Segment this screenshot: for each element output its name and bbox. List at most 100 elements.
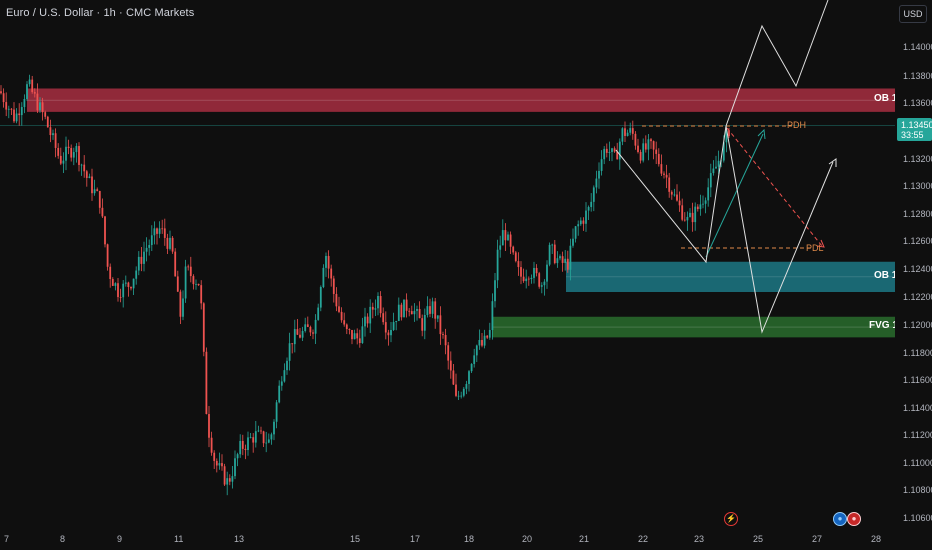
candle-body — [431, 301, 434, 314]
candle-body — [28, 79, 31, 85]
date-label: 7 — [4, 534, 10, 544]
candle-body — [332, 278, 335, 294]
green-arrowhead — [757, 128, 766, 140]
candle-body — [559, 256, 561, 259]
candle-body — [70, 148, 73, 158]
candle-body — [483, 335, 486, 346]
symbol-title[interactable]: Euro / U.S. Dollar · 1h · CMC Markets — [6, 7, 195, 19]
price-label: 1.13600 — [903, 98, 932, 108]
candle-body — [117, 283, 119, 298]
candle-body — [226, 478, 229, 485]
candle-body — [509, 234, 512, 247]
price-label: 1.12200 — [903, 292, 932, 302]
candle-body — [335, 293, 338, 307]
candle-body — [228, 478, 231, 482]
candle-body — [122, 283, 125, 298]
candle-body — [176, 276, 179, 292]
candle-body — [447, 345, 450, 361]
candle-body — [572, 238, 574, 246]
candle-body — [356, 333, 359, 339]
candle-body — [93, 189, 96, 194]
candle-body — [171, 237, 174, 252]
candle-body — [725, 130, 728, 143]
candle-body — [527, 278, 530, 280]
candle-body — [665, 174, 668, 178]
candle-body — [270, 434, 273, 440]
pdl-label: PDL — [806, 243, 824, 253]
zone-rect — [566, 261, 895, 292]
candle-body — [358, 338, 361, 344]
currency-button[interactable]: USD — [899, 5, 927, 23]
candle-body — [605, 148, 608, 153]
candle-body — [49, 127, 52, 136]
candle-body — [96, 189, 99, 191]
candle-body — [468, 371, 470, 384]
candle-body — [728, 130, 730, 137]
candle-body — [135, 270, 138, 279]
candle-body — [101, 207, 104, 217]
candle-body — [696, 206, 699, 210]
candle-body — [377, 296, 379, 309]
flag-icon-us[interactable]: ● — [847, 512, 861, 526]
candle-body — [163, 228, 166, 238]
candle-body — [150, 235, 153, 245]
candle-body — [301, 330, 304, 338]
candle-body — [161, 228, 164, 230]
candle-body — [460, 395, 463, 397]
candle-body — [395, 321, 398, 323]
candle-body — [444, 334, 447, 346]
candle-body — [600, 159, 603, 171]
candle-body — [691, 212, 694, 223]
candle-body — [499, 245, 502, 250]
candle-body — [62, 160, 65, 164]
candle-body — [286, 360, 288, 371]
candle-body — [148, 244, 151, 248]
candle-body — [470, 363, 473, 372]
candle-body — [52, 133, 54, 136]
candle-body — [174, 251, 177, 277]
price-axis[interactable]: 1.14000 1.13800 1.13600 1.13200 1.13000 1.128… — [895, 0, 932, 527]
candle-body — [535, 267, 538, 274]
price-label: 1.14000 — [903, 42, 932, 52]
candle-body — [145, 247, 148, 252]
candle-body — [200, 285, 203, 304]
chart-area[interactable] — [0, 0, 895, 527]
candle-body — [111, 278, 114, 286]
candle-body — [574, 226, 577, 239]
candle-body — [91, 176, 93, 194]
candle-body — [39, 102, 41, 111]
candle-body — [254, 431, 257, 443]
time-axis[interactable] — [0, 527, 895, 550]
candle-body — [57, 147, 60, 156]
candle-body — [143, 251, 145, 264]
date-label: 11 — [174, 534, 184, 544]
candle-body — [18, 113, 21, 116]
candle-body — [722, 142, 725, 161]
candle-body — [260, 430, 262, 432]
candle-body — [403, 299, 405, 318]
price-label: 1.12600 — [903, 236, 932, 246]
candle-body — [473, 355, 476, 364]
candle-body — [676, 194, 678, 201]
candle-body — [652, 141, 655, 150]
zone-label: OB 1H — [874, 269, 905, 281]
candle-body — [54, 133, 57, 148]
candle-body — [197, 283, 200, 286]
candle-body — [639, 151, 642, 161]
candle-body — [33, 92, 36, 94]
date-label: 20 — [522, 534, 533, 544]
candle-body — [109, 266, 112, 279]
candle-body — [361, 326, 364, 344]
flag-icon-eu[interactable]: ● — [833, 512, 847, 526]
date-label: 15 — [350, 534, 361, 544]
candle-body — [67, 146, 70, 149]
candle-body — [244, 448, 247, 451]
candle-body — [434, 301, 437, 319]
candle-body — [293, 329, 296, 345]
candle-body — [702, 203, 704, 205]
price-chart[interactable] — [0, 0, 895, 527]
candle-body — [611, 148, 613, 152]
candle-body — [408, 310, 411, 312]
price-label: 1.11400 — [903, 403, 932, 413]
lightning-icon[interactable]: ⚡ — [724, 512, 738, 526]
